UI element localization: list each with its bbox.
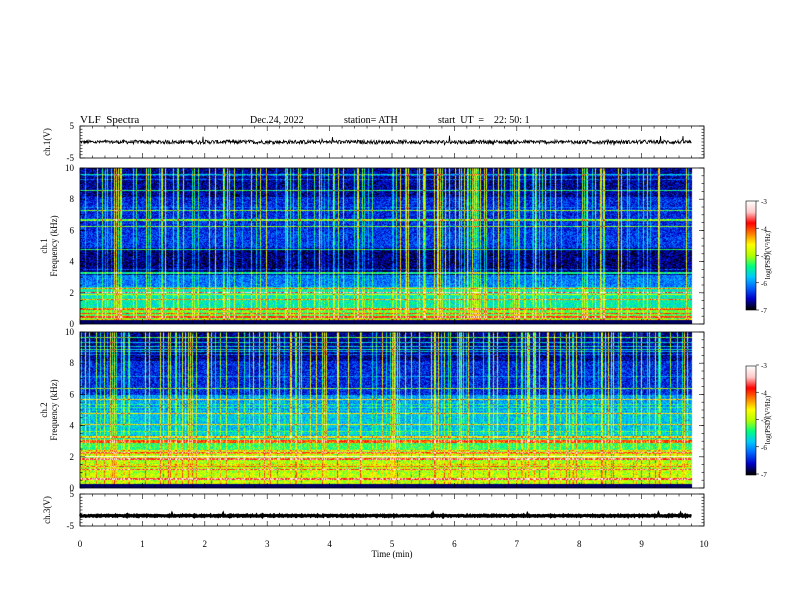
x-tick-label-0: 0 — [78, 539, 83, 549]
ch2-spectrogram-ylabel: ch.2 Frequency (kHz) — [39, 379, 59, 440]
x-tick-label-4: 4 — [327, 539, 332, 549]
y-tick-label: -5 — [67, 521, 75, 531]
colorbar-tick-label: -7 — [761, 307, 767, 315]
y-tick-label: 8 — [70, 358, 75, 368]
ch1-colorbar-label: log(PSD)(V²/Hz) — [764, 230, 772, 279]
y-tick-label: 4 — [70, 421, 75, 431]
spectrogram-ylabel-line: ch.1 — [39, 238, 49, 253]
colorbar-tick-label: -5 — [761, 253, 767, 261]
y-tick-label: 2 — [70, 452, 75, 462]
figure-title: VLF Spectra — [80, 114, 140, 126]
axis-ticks — [79, 125, 759, 527]
ch1-spectrogram-image — [80, 168, 704, 324]
ch3-waveform-ylabel: ch.3(V) — [42, 496, 52, 524]
ch1-waveform-ylabel: ch.1(V) — [42, 128, 52, 156]
colorbar-tick-label: -4 — [761, 225, 767, 233]
axis-tick-labels: 0 1 2 3 4 5 6 7 8 9 105-55-50246810-3-4-5-6-702468… — [65, 121, 767, 549]
y-tick-label: 2 — [70, 288, 75, 298]
x-axis-title: Time (min) — [372, 549, 413, 559]
colorbar-tick-label: -6 — [761, 444, 767, 452]
y-tick-label: 5 — [70, 489, 75, 499]
x-tick-label-6: 6 — [452, 539, 457, 549]
x-tick-label-1: 1 — [140, 539, 145, 549]
x-tick-label-7: 7 — [515, 539, 520, 549]
ch3-waveform-trace — [78, 509, 692, 520]
x-tick-label-5: 5 — [390, 539, 395, 549]
x-tick-label-8: 8 — [577, 539, 582, 549]
start-ut-label: start UT = 22: 50: 1 — [438, 115, 530, 126]
y-tick-label: 10 — [65, 327, 75, 337]
y-tick-label: 0 — [70, 319, 75, 329]
y-tick-label: 6 — [70, 225, 75, 235]
x-tick-label-9: 9 — [639, 539, 644, 549]
ch2-colorbar-label: log(PSD)(V²/Hz) — [764, 395, 772, 444]
spectrogram-ylabel-line: Frequency (kHz) — [49, 215, 59, 276]
colorbar-tick-label: -6 — [761, 280, 767, 288]
y-tick-label: 10 — [65, 163, 75, 173]
ch1-waveform-trace — [79, 135, 692, 146]
station-label: station= ATH — [344, 115, 398, 126]
spectrogram-ylabel-line: ch.2 — [39, 402, 49, 417]
y-tick-label: -5 — [67, 153, 75, 163]
y-tick-label: 0 — [70, 483, 75, 493]
colorbar-tick-label: -7 — [761, 471, 767, 479]
spectrogram-ylabel-line: Frequency (kHz) — [49, 379, 59, 440]
y-tick-label: 6 — [70, 389, 75, 399]
colorbar-tick-label: -5 — [761, 417, 767, 425]
ch1-spectrogram-ylabel: ch.1 Frequency (kHz) — [39, 215, 59, 276]
colorbar-tick-label: -3 — [761, 362, 767, 370]
x-tick-label-10: 10 — [700, 539, 710, 549]
ch2-colorbar-frame — [745, 365, 757, 476]
y-tick-label: 8 — [70, 194, 75, 204]
ch1-colorbar-image — [746, 201, 756, 310]
colorbar-tick-label: -3 — [761, 198, 767, 206]
colorbar-tick-label: -4 — [761, 389, 767, 397]
ch2-colorbar-image — [746, 366, 756, 475]
x-tick-label-3: 3 — [265, 539, 270, 549]
date-label: Dec.24, 2022 — [250, 115, 304, 126]
y-tick-label: 5 — [70, 121, 75, 131]
ch2-spectrogram-image — [80, 332, 704, 488]
x-tick-label-2: 2 — [203, 539, 208, 549]
y-tick-label: 4 — [70, 257, 75, 267]
